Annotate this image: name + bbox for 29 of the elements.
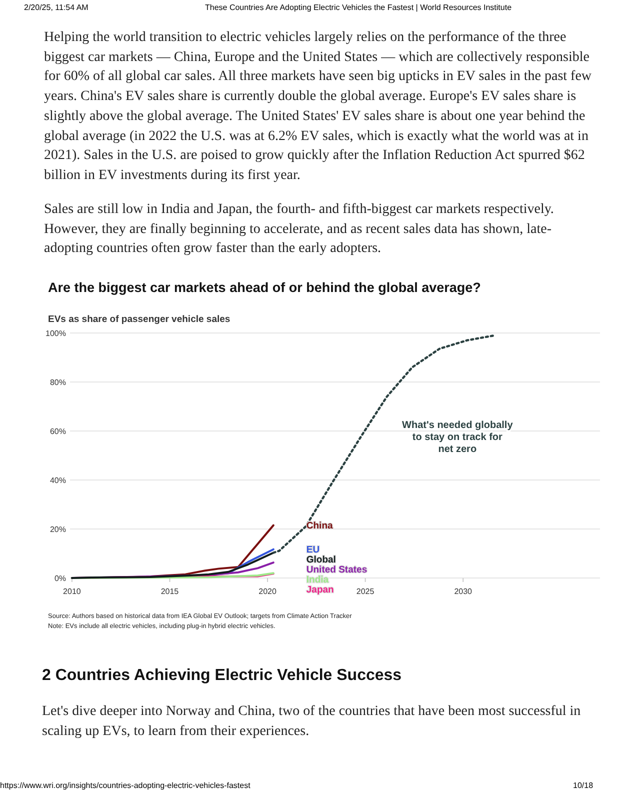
y-tick-label: 100% [46,329,66,338]
y-tick-label: 0% [54,574,66,583]
x-tick-label: 2025 [356,587,375,596]
chart-title: Are the biggest car markets ahead of or behind the global average? [48,280,481,295]
text: https://www.wri.org/insights/countries-adopting-electric-vehicles-fastest [0,781,250,790]
text: India [306,574,330,586]
y-tick-label: 20% [50,525,66,534]
text: 2/20/25, 11:54 AM [24,3,88,12]
line-series [70,552,274,579]
text: Japan [306,584,334,596]
x-tick-label: 2010 [63,587,82,596]
y-tick-label: 40% [50,476,66,485]
x-tick-label: 2015 [160,587,180,596]
text: United States [306,564,368,576]
x-tick-label: 2020 [258,587,277,596]
text: EU [306,544,320,556]
x-tick-label: 2030 [454,587,473,596]
text: Helping the world transition to electric vehicles largely relies on the performance of the three biggest car markets — China, Europe and the United States — which are collectively responsible for 60% of all global car sales. All three markets have seen big upticks in EV sales in the past few years. China's EV sales share is currently double the global average. Europe's EV sales share is slightly above the global average. The United States' EV sales share is about one year behind the global average (in 2022 the U.S. was at 6.2% EV sales, which is exactly what the world was at in 2021). Sales in the U.S. are poised to grow quickly after the Inflation Reduction Act spurred $62 billion in EV investments during its first year. [44,29,593,185]
text: Sales are still low in India and Japan, the fourth- and fifth-biggest car markets respectively. However, they are finally beginning to accelerate, and as recent sales data has shown, late-adopting countries often grow faster than the early adopters. [44,201,555,258]
y-tick-label: 60% [50,427,66,436]
text: Global [306,554,336,566]
text: 2 Countries Achieving Electric Vehicle Success [42,667,402,685]
text: What's needed globally to stay on track for net zero [402,420,514,455]
text: China [306,520,334,532]
y-axis-title: EVs as share of passenger vehicle sales [48,314,230,325]
text: 10/18 [573,781,594,790]
text: Let's dive deeper into Norway and China, two of the countries that have been most successful in scaling up EVs, to learn from their experiences. [42,703,582,741]
y-tick-label: 80% [50,378,66,387]
text: These Countries Are Adopting Electric Vehicles the Fastest | World Resources Institute [205,3,512,12]
